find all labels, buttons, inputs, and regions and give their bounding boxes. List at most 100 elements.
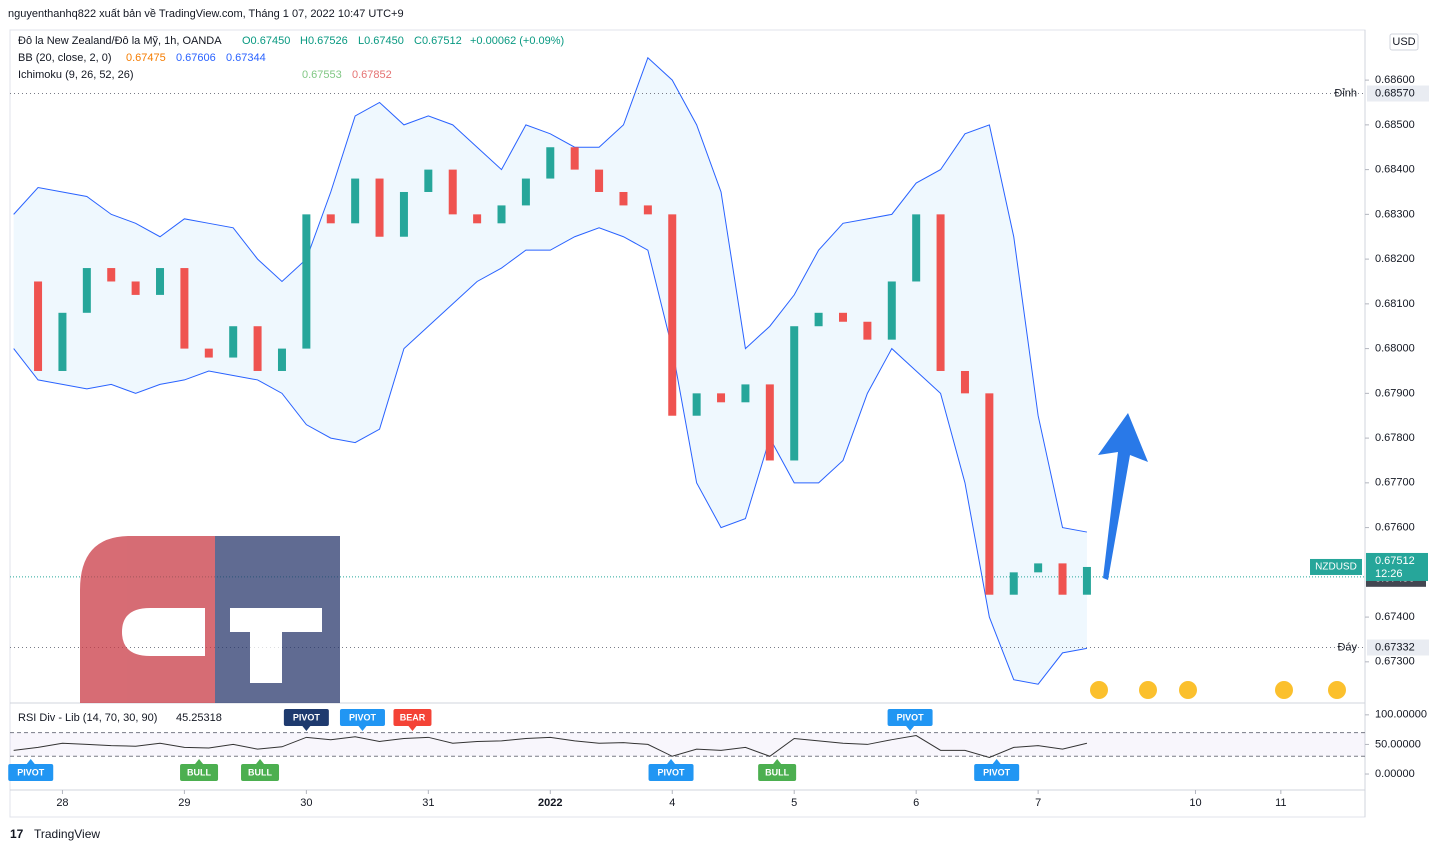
candle (570, 147, 579, 170)
ichimoku-value: 0.67553 (302, 69, 342, 81)
candle (302, 214, 311, 349)
candle (619, 191, 628, 206)
signal-badge (648, 764, 694, 781)
candle (1082, 566, 1091, 595)
signal-badge (974, 764, 1020, 781)
signal-label: PIVOT (349, 712, 377, 722)
candle (960, 370, 969, 394)
event-icon (1275, 681, 1293, 699)
candle (668, 214, 677, 416)
event-icon (1139, 681, 1157, 699)
rsi-value: 45.25318 (176, 712, 222, 724)
candle (887, 281, 896, 340)
signal-label: BEAR (400, 712, 426, 722)
rsi-line (13, 735, 1088, 758)
candle (814, 312, 823, 327)
candle (82, 268, 91, 313)
signal-pointer (408, 726, 417, 731)
x-tick-label: 11 (1275, 797, 1286, 809)
x-tick-label: 10 (1189, 797, 1201, 809)
candle (643, 205, 652, 215)
level-box (1367, 639, 1429, 656)
signal-label: BULL (187, 767, 211, 777)
y-tick-label: 0.68600 (1375, 74, 1415, 86)
publisher: nguyenthanhq822 xuất bản về TradingView.… (8, 8, 404, 20)
candle (839, 312, 848, 322)
candle (253, 326, 262, 371)
x-tick-label: 30 (300, 797, 312, 809)
y-tick-label: 0.67900 (1375, 387, 1415, 399)
signal-label: PIVOT (658, 767, 686, 777)
rsi-label: RSI Div - Lib (14, 70, 30, 90) (18, 712, 157, 724)
y-tick-label: 0.67300 (1375, 656, 1415, 668)
ohlc-change: +0.00062 (+0.09%) (470, 35, 564, 47)
plot: 0.67300 0.67400 0.67600 0.67700 0.67800 0.679… (8, 56, 1429, 809)
event-icon (1328, 681, 1346, 699)
signal-label: BULL (765, 767, 789, 777)
currency[interactable]: USD (1392, 36, 1415, 48)
level-label: 0.67332 (1375, 641, 1415, 653)
y-tick-label: 0.67600 (1375, 521, 1415, 533)
y-tick-label: 0.67800 (1375, 432, 1415, 444)
candle (131, 281, 140, 295)
bb-value: 0.67344 (226, 52, 266, 64)
rsi-tick-label: 50.00000 (1375, 738, 1421, 750)
signal-pointer (26, 759, 35, 764)
currency-box[interactable] (1389, 33, 1419, 51)
signal-label: PIVOT (897, 712, 925, 722)
signal-label: PIVOT (293, 712, 321, 722)
x-tick-label: 6 (913, 797, 919, 809)
event-icon (1179, 681, 1197, 699)
x-tick-label: 28 (56, 797, 68, 809)
candle (1034, 563, 1043, 573)
event-icons (1090, 681, 1346, 699)
candle (985, 393, 994, 595)
candle (521, 178, 530, 206)
y-tick-label: 0.68400 (1375, 164, 1415, 176)
bb-line (13, 56, 1088, 533)
candle (936, 214, 945, 371)
candle (277, 348, 286, 371)
signal-badge (283, 709, 329, 726)
symbol-box (1310, 558, 1362, 575)
bb-line (13, 227, 1088, 685)
signal-pointer (773, 759, 782, 764)
rsi-band-fill (10, 732, 1365, 757)
level-name: Đỉnh (1334, 87, 1357, 99)
candle (912, 214, 921, 282)
signal-badge (339, 709, 385, 726)
candle (741, 384, 750, 403)
level-box (1367, 85, 1429, 102)
x-tick-label: 7 (1035, 797, 1041, 809)
candle (204, 348, 213, 358)
candle (107, 268, 116, 282)
signal-badge (887, 709, 933, 726)
countdown: 12:26 (1375, 568, 1403, 580)
last-price: 0.67512 (1375, 555, 1415, 567)
logo-t (230, 608, 322, 683)
signal-badge (180, 764, 219, 781)
footer-brand: TradingView (34, 827, 100, 841)
signal-pointer (302, 726, 311, 731)
x-tick-label: 31 (422, 797, 434, 809)
candle (790, 326, 799, 461)
candle (765, 384, 774, 461)
candle (863, 321, 872, 340)
rsi-tick-label: 100.00000 (1375, 709, 1427, 721)
y-tick-label: 0.68100 (1375, 298, 1415, 310)
candle (156, 268, 165, 295)
y-tick-label: 0.67700 (1375, 477, 1415, 489)
signal-pointer (195, 759, 204, 764)
bb-fill (13, 57, 1087, 685)
logo-c (80, 536, 215, 703)
ichimoku-label: Ichimoku (9, 26, 52, 26) (18, 69, 134, 81)
rsi-tick-label: 0.00000 (1375, 768, 1415, 780)
candle (448, 169, 457, 215)
candle (351, 178, 360, 224)
x-tick-label: 4 (669, 797, 675, 809)
signal-pointer (992, 759, 1001, 764)
bb-value: 0.67475 (126, 52, 166, 64)
watermark-logo (80, 536, 340, 703)
symbol-label: NZDUSD (1315, 562, 1357, 573)
